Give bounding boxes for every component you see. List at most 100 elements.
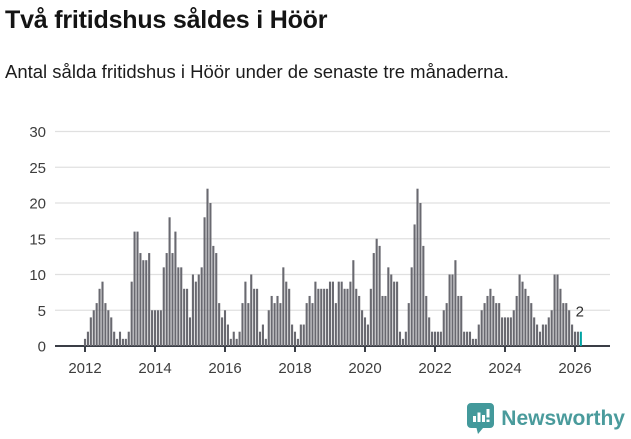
bar	[241, 303, 244, 346]
bar	[375, 238, 378, 346]
bar	[565, 303, 568, 346]
bar	[474, 338, 477, 346]
bar	[521, 281, 524, 346]
bar	[433, 331, 437, 346]
bar	[553, 274, 556, 346]
bar	[425, 295, 428, 346]
y-axis-tick-label: 20	[29, 196, 46, 213]
bar	[337, 281, 340, 346]
bar	[264, 338, 267, 346]
bar	[393, 281, 396, 346]
bar	[401, 338, 404, 346]
bar	[498, 303, 501, 346]
bar	[416, 188, 419, 346]
bar	[92, 310, 95, 346]
bar	[419, 203, 422, 346]
bar	[139, 253, 142, 346]
bar	[183, 288, 186, 346]
bar	[258, 331, 262, 346]
bar	[171, 253, 174, 346]
bar	[305, 303, 308, 346]
bar	[398, 331, 402, 346]
bar	[293, 331, 297, 346]
bar	[98, 288, 101, 346]
bar	[387, 267, 390, 346]
bar	[363, 317, 367, 346]
bar	[431, 331, 434, 346]
bar	[571, 324, 574, 346]
bar	[366, 324, 369, 346]
bar	[428, 317, 431, 346]
bar	[302, 324, 305, 346]
bar	[503, 317, 507, 346]
bar	[200, 267, 203, 346]
bar	[524, 288, 527, 346]
y-axis-tick-label: 0	[38, 339, 46, 356]
bar	[162, 267, 165, 346]
bar	[113, 331, 116, 346]
bar	[124, 338, 127, 346]
bar	[314, 281, 317, 346]
bar	[468, 331, 472, 346]
bar	[343, 288, 346, 346]
highlighted-bar	[579, 331, 582, 346]
bar	[107, 310, 110, 346]
bar	[145, 260, 148, 346]
bar	[206, 188, 209, 346]
bar	[463, 331, 466, 346]
bar	[288, 288, 291, 346]
bar	[442, 310, 445, 346]
bar	[203, 217, 206, 346]
bar	[104, 303, 107, 346]
bar	[118, 331, 122, 346]
bar	[273, 303, 276, 346]
bar	[188, 317, 192, 346]
bar	[83, 338, 87, 346]
bar	[512, 310, 515, 346]
bar	[515, 295, 518, 346]
bar	[340, 281, 343, 346]
bar	[358, 295, 361, 346]
bar	[556, 274, 559, 346]
bar	[212, 245, 215, 346]
x-axis-tick-label: 2014	[138, 360, 171, 377]
bar	[250, 274, 253, 346]
x-axis-tick-label: 2024	[488, 360, 521, 377]
bar	[121, 338, 124, 346]
bar	[320, 288, 323, 346]
bar	[142, 260, 145, 346]
bar	[334, 303, 337, 346]
bar	[457, 295, 460, 346]
bar	[352, 260, 355, 346]
bar	[256, 288, 259, 346]
bar	[296, 338, 299, 346]
bar	[235, 338, 238, 346]
bar	[410, 267, 413, 346]
bar	[232, 331, 235, 346]
brand-name: Newsworthy	[501, 406, 625, 430]
bar	[404, 331, 407, 346]
bar	[299, 324, 302, 346]
bar	[466, 331, 469, 346]
bar	[191, 274, 194, 346]
bar	[422, 245, 425, 346]
bar	[218, 303, 221, 346]
bar	[177, 267, 180, 346]
brand-footer: Newsworthy	[467, 402, 625, 435]
bar	[151, 310, 154, 346]
bar	[110, 317, 113, 346]
bar	[483, 303, 486, 346]
bar	[489, 288, 492, 346]
bar	[221, 317, 224, 346]
bar	[229, 338, 232, 346]
bar	[291, 324, 294, 346]
bar	[317, 288, 320, 346]
y-axis-tick-label: 30	[29, 124, 46, 141]
y-axis-tick-label: 25	[29, 160, 46, 177]
bar-chart: 0 5 10 15 20 25 30 2 2012 2014 2016 2018 2020 2022 202…	[29, 124, 610, 377]
bar	[407, 303, 410, 346]
bar	[194, 281, 197, 346]
bar	[538, 331, 542, 346]
bar	[174, 231, 177, 346]
x-axis-tick-label: 2020	[348, 360, 381, 377]
